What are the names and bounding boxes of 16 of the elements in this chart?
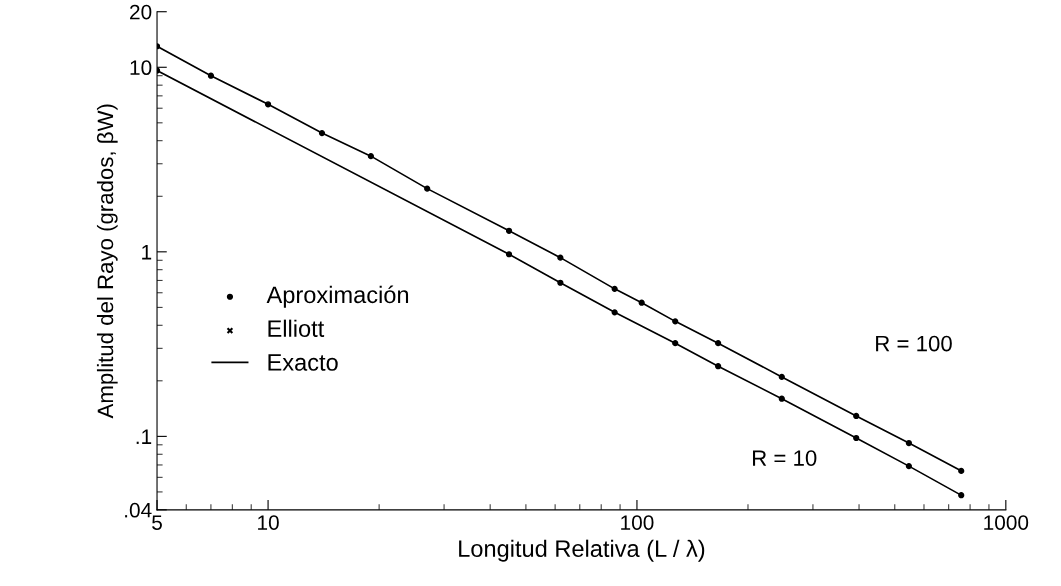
x-tick-label: 10 <box>258 515 279 530</box>
x-tick-label: 1000 <box>984 515 1029 530</box>
y-tick-label: 20 <box>130 4 152 20</box>
x-tick-label: 100 <box>621 515 654 530</box>
annotation: R = 100 <box>876 335 952 352</box>
legend-label: Exacto <box>268 354 338 371</box>
y-tick-label: .04 <box>125 502 152 518</box>
legend-label: Elliott <box>268 319 325 337</box>
y-tick-label: 10 <box>130 60 152 76</box>
x-tick-label: 5 <box>152 515 162 530</box>
x-axis-title: Longitud Relativa (L / λ) <box>459 539 705 562</box>
legend-label: Aproximación <box>266 285 409 308</box>
annotation: R = 10 <box>753 450 817 466</box>
y-tick-label: 1 <box>142 245 152 260</box>
y-tick-label: .1 <box>136 429 152 444</box>
y-axis-title: Amplitud del Rayo (grados, βW) <box>96 104 118 419</box>
